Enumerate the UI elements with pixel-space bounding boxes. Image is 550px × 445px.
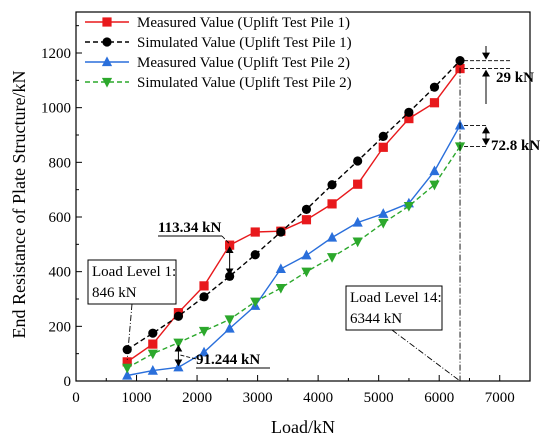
legend-label: Simulated Value (Uplift Test Pile 1) bbox=[137, 35, 352, 51]
data-point bbox=[122, 357, 132, 367]
y-axis-label: End Resistance of Plate Structure/kN bbox=[9, 71, 29, 339]
load-level-1-value: 846 kN bbox=[92, 285, 137, 301]
data-point bbox=[353, 156, 363, 166]
data-point bbox=[173, 338, 184, 349]
legend-label: Measured Value (Uplift Test Pile 2) bbox=[137, 55, 350, 71]
load-level-14-leader bbox=[391, 329, 461, 382]
series-line bbox=[126, 146, 461, 369]
data-point bbox=[352, 216, 363, 227]
series-4 bbox=[122, 142, 466, 374]
data-point bbox=[429, 82, 440, 92]
data-point bbox=[301, 267, 312, 278]
data-point bbox=[327, 180, 337, 190]
legend-label: Simulated Value (Uplift Test Pile 2) bbox=[137, 75, 352, 91]
data-point bbox=[199, 281, 209, 291]
data-point bbox=[301, 204, 312, 214]
legend-marker bbox=[101, 77, 113, 88]
y-tick-label: 1200 bbox=[41, 46, 71, 62]
data-point bbox=[378, 142, 388, 152]
x-axis-label: Load/kN bbox=[271, 417, 335, 437]
data-point bbox=[250, 297, 261, 308]
data-point bbox=[198, 346, 210, 357]
load-level-14-value: 6344 kN bbox=[350, 311, 402, 327]
data-point bbox=[429, 165, 440, 176]
legend-marker bbox=[101, 56, 113, 67]
y-tick-label: 0 bbox=[64, 374, 72, 390]
data-point bbox=[378, 131, 388, 141]
y-tick-label: 400 bbox=[49, 265, 72, 281]
data-point bbox=[429, 98, 440, 108]
legend: Measured Value (Uplift Test Pile 1) Simul… bbox=[85, 15, 352, 91]
y-tick-label: 600 bbox=[49, 210, 72, 226]
legend-label: Measured Value (Uplift Test Pile 1) bbox=[137, 15, 350, 31]
x-tick-label: 2000 bbox=[182, 390, 212, 406]
data-point bbox=[326, 253, 338, 263]
series-3 bbox=[122, 119, 466, 380]
data-point bbox=[173, 311, 184, 321]
annotation-29: 29 kN bbox=[496, 70, 534, 86]
data-point bbox=[147, 349, 158, 360]
data-point bbox=[404, 107, 414, 117]
data-point bbox=[122, 344, 132, 355]
data-point bbox=[198, 326, 210, 337]
data-point bbox=[275, 283, 286, 294]
data-point bbox=[275, 263, 286, 274]
legend-marker bbox=[102, 17, 112, 27]
data-point bbox=[173, 361, 184, 372]
annotation-91-leader bbox=[180, 354, 197, 360]
load-level-1-leader bbox=[126, 303, 133, 360]
data-point bbox=[378, 218, 389, 229]
load-level-1-box bbox=[87, 259, 177, 305]
data-point bbox=[378, 208, 389, 218]
y-tick-label: 1000 bbox=[41, 101, 71, 117]
data-point bbox=[301, 215, 312, 225]
annotation-91: 91.244 kN bbox=[196, 352, 260, 368]
annotation-72: 72.8 kN bbox=[491, 138, 540, 154]
data-point bbox=[148, 339, 158, 349]
data-point bbox=[250, 227, 260, 237]
data-point bbox=[327, 199, 337, 209]
data-point bbox=[403, 201, 414, 212]
x-tick-label: 6000 bbox=[424, 390, 454, 406]
x-tick-label: 5000 bbox=[364, 390, 394, 406]
plot-frame bbox=[75, 11, 531, 382]
annotations: 113.34 kN 91.244 kN 29 kN 72.8 kN Load Level… bbox=[87, 46, 540, 382]
data-point bbox=[353, 179, 363, 189]
series-line bbox=[126, 60, 461, 351]
load-level-14-box bbox=[345, 285, 443, 331]
y-tick-label: 200 bbox=[49, 319, 72, 335]
data-point bbox=[122, 369, 133, 380]
load-level-1-label: Load Level 1: bbox=[92, 264, 176, 280]
x-tick-label: 7000 bbox=[485, 390, 515, 406]
data-point bbox=[224, 315, 235, 326]
data-point bbox=[404, 114, 414, 124]
load-level-14-label: Load Level 14: bbox=[350, 290, 442, 306]
data-point bbox=[429, 180, 440, 191]
series-line bbox=[127, 125, 461, 377]
data-point bbox=[250, 250, 260, 260]
annotation-113: 113.34 kN bbox=[158, 220, 222, 236]
data-point bbox=[148, 328, 158, 338]
data-point bbox=[352, 237, 363, 248]
data-point bbox=[276, 227, 286, 237]
x-tick-label: 0 bbox=[72, 390, 80, 406]
data-point bbox=[199, 292, 209, 302]
x-tick-label: 4000 bbox=[303, 390, 333, 406]
data-point bbox=[225, 240, 235, 250]
x-tick-label: 1000 bbox=[122, 390, 152, 406]
x-tick-label: 3000 bbox=[243, 390, 273, 406]
data-point bbox=[301, 249, 312, 260]
data-point bbox=[147, 365, 158, 375]
data-point bbox=[326, 231, 338, 242]
data-point bbox=[122, 363, 133, 374]
legend-marker bbox=[102, 37, 112, 47]
y-tick-label: 800 bbox=[49, 155, 72, 171]
series-2 bbox=[122, 56, 465, 355]
annotation-113-leader bbox=[221, 235, 230, 245]
data-point bbox=[224, 322, 235, 333]
